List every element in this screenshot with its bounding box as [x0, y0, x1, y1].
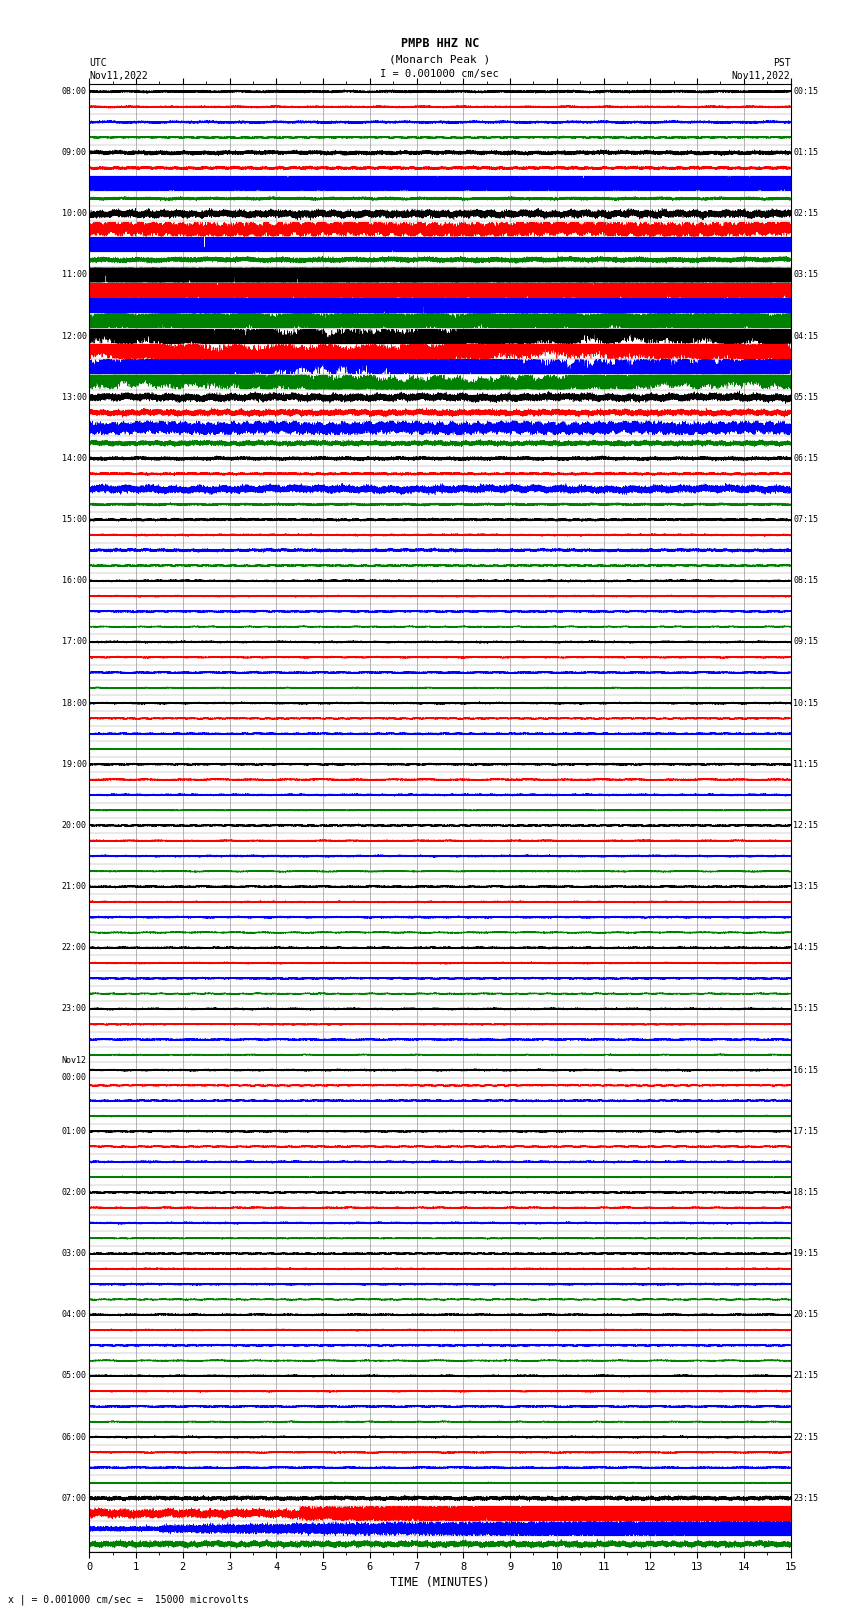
Text: 04:15: 04:15	[793, 332, 818, 340]
Text: 05:00: 05:00	[62, 1371, 87, 1381]
Text: 08:00: 08:00	[62, 87, 87, 97]
Text: 22:15: 22:15	[793, 1432, 818, 1442]
X-axis label: TIME (MINUTES): TIME (MINUTES)	[390, 1576, 490, 1589]
Text: 23:00: 23:00	[62, 1005, 87, 1013]
Text: 23:15: 23:15	[793, 1494, 818, 1503]
Text: PST
Nov11,2022: PST Nov11,2022	[732, 58, 791, 81]
Text: 05:15: 05:15	[793, 394, 818, 402]
Text: 14:00: 14:00	[62, 453, 87, 463]
Text: 03:00: 03:00	[62, 1248, 87, 1258]
Text: 00:15: 00:15	[793, 87, 818, 97]
Text: 08:15: 08:15	[793, 576, 818, 586]
Text: 22:00: 22:00	[62, 944, 87, 952]
Text: 21:15: 21:15	[793, 1371, 818, 1381]
Text: 04:00: 04:00	[62, 1310, 87, 1319]
Text: 18:00: 18:00	[62, 698, 87, 708]
Text: (Monarch Peak ): (Monarch Peak )	[389, 55, 490, 65]
Text: 07:00: 07:00	[62, 1494, 87, 1503]
Text: 10:00: 10:00	[62, 210, 87, 218]
Text: UTC
Nov11,2022: UTC Nov11,2022	[89, 58, 148, 81]
Text: 13:00: 13:00	[62, 394, 87, 402]
Text: 02:15: 02:15	[793, 210, 818, 218]
Text: 17:15: 17:15	[793, 1127, 818, 1136]
Text: 01:15: 01:15	[793, 148, 818, 156]
Text: 12:00: 12:00	[62, 332, 87, 340]
Text: I = 0.001000 cm/sec: I = 0.001000 cm/sec	[381, 69, 499, 79]
Text: 11:15: 11:15	[793, 760, 818, 769]
Text: 16:00: 16:00	[62, 576, 87, 586]
Text: 03:15: 03:15	[793, 271, 818, 279]
Text: PMPB HHZ NC: PMPB HHZ NC	[400, 37, 479, 50]
Text: 17:00: 17:00	[62, 637, 87, 647]
Text: 10:15: 10:15	[793, 698, 818, 708]
Text: 14:15: 14:15	[793, 944, 818, 952]
Text: 19:15: 19:15	[793, 1248, 818, 1258]
Text: 20:15: 20:15	[793, 1310, 818, 1319]
Text: 09:15: 09:15	[793, 637, 818, 647]
Text: 21:00: 21:00	[62, 882, 87, 890]
Text: 20:00: 20:00	[62, 821, 87, 831]
Text: 16:15: 16:15	[793, 1066, 818, 1074]
Text: 06:15: 06:15	[793, 453, 818, 463]
Text: Nov12: Nov12	[62, 1057, 87, 1065]
Text: 01:00: 01:00	[62, 1127, 87, 1136]
Text: 13:15: 13:15	[793, 882, 818, 890]
Text: 09:00: 09:00	[62, 148, 87, 156]
Text: 18:15: 18:15	[793, 1187, 818, 1197]
Text: x | = 0.001000 cm/sec =  15000 microvolts: x | = 0.001000 cm/sec = 15000 microvolts	[8, 1594, 249, 1605]
Text: 15:15: 15:15	[793, 1005, 818, 1013]
Text: 12:15: 12:15	[793, 821, 818, 831]
Text: 19:00: 19:00	[62, 760, 87, 769]
Text: 00:00: 00:00	[62, 1073, 87, 1082]
Text: 07:15: 07:15	[793, 515, 818, 524]
Text: 06:00: 06:00	[62, 1432, 87, 1442]
Text: 11:00: 11:00	[62, 271, 87, 279]
Text: 15:00: 15:00	[62, 515, 87, 524]
Text: 02:00: 02:00	[62, 1187, 87, 1197]
